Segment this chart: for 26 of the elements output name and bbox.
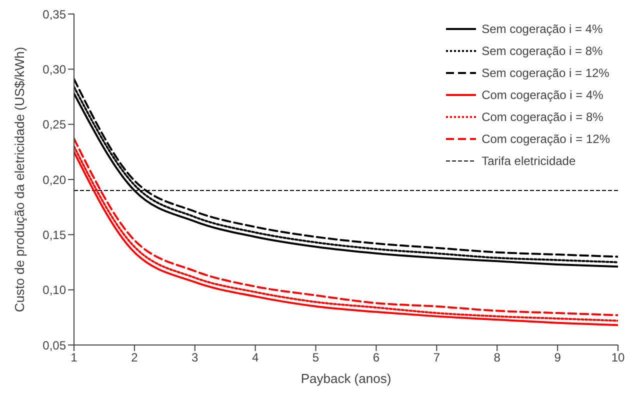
y-axis-title: Custo de produção da eletricidade (US$/kWh) [12,46,27,312]
x-tick-label: 8 [494,350,501,365]
x-tick-label: 1 [70,350,78,365]
legend-label: Com cogeração i = 12% [482,132,610,146]
x-axis-title: Payback (anos) [300,371,392,386]
y-tick-label: 0,20 [42,172,66,187]
x-tick-label: 7 [433,350,440,365]
x-tick-label: 10 [611,350,625,365]
x-tick-label: 2 [131,350,138,365]
y-tick-label: 0,10 [42,283,66,298]
x-tick-label: 3 [192,350,199,365]
legend-label: Tarifa eletricidade [482,154,576,168]
legend-label: Sem cogeração i = 8% [482,44,603,58]
x-tick-label: 5 [312,350,320,365]
y-tick-label: 0,35 [42,7,66,22]
y-tick-label: 0,05 [42,338,66,352]
y-tick-label: 0,30 [42,62,66,76]
x-tick-label: 9 [554,350,562,365]
legend-label: Com cogeração i = 4% [482,88,604,102]
x-tick-label: 4 [252,350,259,365]
legend-label: Com cogeração i = 8% [482,110,604,124]
legend-label: Sem cogeração i = 12% [482,66,610,80]
legend-label: Sem cogeração i = 4% [482,22,603,36]
y-tick-label: 0,15 [42,228,66,242]
x-tick-label: 6 [372,350,380,365]
y-tick-label: 0,25 [42,118,66,132]
